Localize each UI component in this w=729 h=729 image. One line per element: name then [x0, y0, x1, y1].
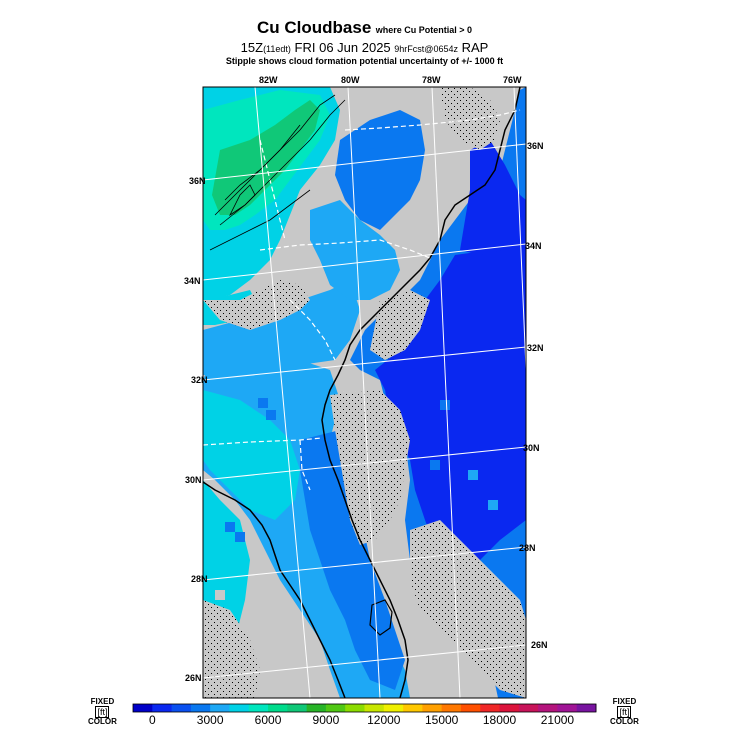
gulf-coastline	[203, 481, 346, 698]
colorbar-swatch	[460, 704, 481, 712]
colorbar-swatch	[480, 704, 501, 712]
colorbar-left-unit: [ft]	[95, 706, 110, 718]
colorbar-left-fixed: FIXED	[90, 697, 115, 706]
colorbar-tick-label: 21000	[540, 713, 575, 727]
colorbar-swatch	[518, 704, 539, 712]
colorbar-tick-label: 15000	[424, 713, 459, 727]
colorbar-swatch	[325, 704, 346, 712]
title-note: where Cu Potential > 0	[375, 25, 473, 35]
colorbar-tick-label: 12000	[367, 713, 401, 727]
colorbar-swatch	[171, 704, 192, 712]
lat-left-34n: 34N	[184, 276, 201, 286]
colorbar-left-label: FIXED [ft] COLOR	[88, 698, 117, 726]
colorbar-swatch	[499, 704, 520, 712]
colorbar-swatch	[287, 704, 308, 712]
stipple-note: Stipple shows cloud formation potential …	[225, 56, 504, 66]
colorbar	[132, 703, 597, 713]
map-frame	[202, 86, 527, 699]
colorbar-tick-label: 3000	[196, 713, 224, 727]
lat-right-32n: 32N	[527, 343, 544, 353]
colorbar-swatch	[576, 704, 597, 712]
valid-date: FRI 06 Jun 2025	[294, 40, 391, 55]
lon-label-82w: 82W	[259, 75, 278, 85]
cloudbase-fill	[203, 87, 526, 698]
colorbar-swatch	[210, 704, 230, 712]
forecast-line: 15Z(11edt) FRI 06 Jun 2025 9hrFcst@0654z…	[0, 40, 729, 55]
colorbar-swatch	[403, 704, 423, 712]
lake-okeechobee	[369, 599, 393, 636]
colorbar-tick-label: 18000	[482, 713, 517, 727]
colorbar-tick-label: 9000	[312, 713, 340, 727]
colorbar-right-color: COLOR	[610, 717, 639, 726]
valid-local: (11edt)	[263, 44, 291, 54]
lat-left-30n: 30N	[185, 475, 202, 485]
colorbar-swatch	[306, 704, 327, 712]
contours	[209, 94, 346, 251]
colorbar-swatch	[422, 704, 443, 712]
lat-right-36n: 36N	[527, 141, 544, 151]
lat-left-28n: 28N	[191, 574, 208, 584]
model-name: RAP	[461, 40, 489, 55]
stipple-uncertainty	[203, 87, 526, 698]
graticule	[203, 87, 526, 698]
map-title: Cu Cloudbase where Cu Potential > 0	[0, 18, 729, 38]
colorbar-frame	[132, 703, 597, 713]
lat-right-28n: 28N	[519, 543, 536, 553]
valid-hour: 15Z	[240, 40, 264, 55]
colorbar-swatch	[133, 704, 153, 712]
colorbar-left-color: COLOR	[88, 717, 117, 726]
lat-left-26n: 26N	[185, 673, 202, 683]
colorbar-swatch	[190, 704, 211, 712]
colorbar-swatch	[441, 704, 462, 712]
colorbar-swatch	[152, 704, 173, 712]
lon-label-76w: 76W	[503, 75, 522, 85]
state-borders	[203, 109, 521, 491]
forecast-run: 9hrFcst@0654z	[394, 44, 458, 54]
lat-left-32n: 32N	[191, 375, 208, 385]
colorbar-swatch	[229, 704, 250, 712]
colorbar-swatch	[248, 704, 269, 712]
lat-right-34n: 34N	[525, 241, 542, 251]
coastline	[321, 87, 521, 698]
colorbar-swatch	[268, 704, 288, 712]
lat-right-30n: 30N	[523, 443, 540, 453]
colorbar-swatch	[538, 704, 558, 712]
colorbar-tick-label: 6000	[254, 713, 282, 727]
lat-right-26n: 26N	[531, 640, 548, 650]
colorbar-right-fixed: FIXED	[612, 697, 637, 706]
lon-label-80w: 80W	[341, 75, 360, 85]
colorbar-swatch	[383, 704, 404, 712]
colorbar-swatch	[364, 704, 385, 712]
lon-label-78w: 78W	[422, 75, 441, 85]
colorbar-swatch	[345, 704, 365, 712]
lat-left-36n: 36N	[189, 176, 206, 186]
colorbar-tick-label: 0	[148, 713, 156, 727]
colorbar-swatch	[557, 704, 578, 712]
colorbar-right-unit: [ft]	[617, 706, 632, 718]
title-text: Cu Cloudbase	[256, 18, 372, 37]
colorbar-right-label: FIXED [ft] COLOR	[610, 698, 639, 726]
